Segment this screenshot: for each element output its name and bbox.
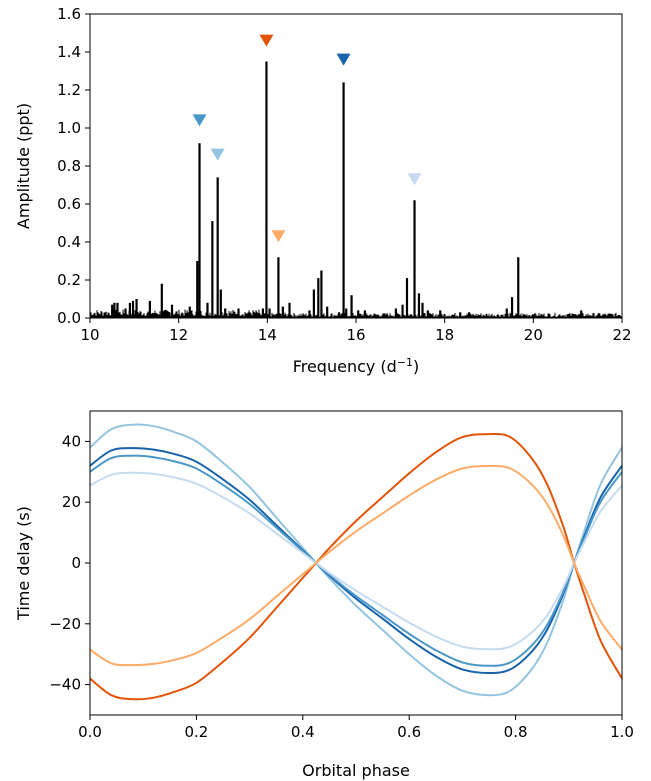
time-delay-y-tick-label: 40 bbox=[62, 432, 81, 450]
spectrum-x-axis-label: Frequency (d−1) bbox=[293, 356, 420, 376]
peak-marker-triangle bbox=[336, 53, 351, 66]
time-delay-x-tick-label: 0.6 bbox=[397, 723, 421, 741]
spectrum-x-tick-label: 10 bbox=[80, 326, 99, 344]
time-delay-y-tick-label: 0 bbox=[71, 554, 81, 572]
spectrum-y-tick-label: 1.6 bbox=[57, 5, 81, 23]
peak-marker-triangle bbox=[210, 148, 225, 161]
spectrum-y-ticks: 0.0 0.2 0.4 0.6 0.8 1.0 1.2 1.4 1.6 bbox=[57, 5, 90, 327]
peak-marker-triangle bbox=[407, 173, 422, 186]
spectrum-y-tick-label: 0.0 bbox=[57, 309, 81, 327]
spectrum-y-tick-label: 0.6 bbox=[57, 195, 81, 213]
spectrum-marks bbox=[89, 61, 623, 318]
time-delay-lines bbox=[89, 423, 623, 701]
spectrum-x-tick-label: 14 bbox=[258, 326, 277, 344]
spectrum-y-tick-label: 0.4 bbox=[57, 233, 81, 251]
spectrum-y-tick-label: 1.2 bbox=[57, 81, 81, 99]
spectrum-y-tick-label: 0.8 bbox=[57, 157, 81, 175]
spectrum-x-tick-label: 22 bbox=[612, 326, 631, 344]
spectrum-y-tick-label: 1.4 bbox=[57, 43, 81, 61]
time-delay-y-axis-label: Time delay (s) bbox=[14, 506, 33, 621]
time-delay-x-ticks: 0.0 0.2 0.4 0.6 0.8 1.0 bbox=[78, 715, 634, 741]
peak-markers bbox=[192, 34, 422, 243]
time-delay-x-tick-label: 1.0 bbox=[610, 723, 634, 741]
time-delay-x-tick-label: 0.8 bbox=[504, 723, 528, 741]
time-delay-x-axis-label: Orbital phase bbox=[302, 761, 410, 780]
time-delay-x-tick-label: 0.4 bbox=[291, 723, 315, 741]
peak-marker-triangle bbox=[259, 34, 274, 47]
spectrum-y-tick-label: 1.0 bbox=[57, 119, 81, 137]
time-delay-y-tick-label: −20 bbox=[49, 615, 81, 633]
spectrum-y-tick-label: 0.2 bbox=[57, 271, 81, 289]
time-delay-series-line bbox=[89, 464, 623, 667]
spectrum-x-tick-label: 20 bbox=[524, 326, 543, 344]
peak-marker-triangle bbox=[271, 230, 286, 243]
spectrum-y-axis-label: Amplitude (ppt) bbox=[14, 103, 33, 229]
spectrum-x-ticks: 10 12 14 16 18 20 22 bbox=[80, 318, 632, 344]
time-delay-x-tick-label: 0.0 bbox=[78, 723, 102, 741]
spectrum-x-tick-label: 12 bbox=[169, 326, 188, 344]
time-delay-y-tick-label: −40 bbox=[49, 676, 81, 694]
spectrum-axes-frame bbox=[89, 13, 623, 319]
amplitude-spectrum-panel: 10 12 14 16 18 20 22 0.0 0.2 0.4 0.6 0.8 1.0 1.2 1.4 1… bbox=[14, 5, 632, 376]
time-delay-series-line bbox=[89, 454, 623, 667]
time-delay-y-ticks: −40 −20 0 20 40 bbox=[49, 432, 90, 694]
time-delay-series-line bbox=[89, 447, 623, 675]
time-delay-panel: 0.0 0.2 0.4 0.6 0.8 1.0 −40 −20 0 20 40 Orbital p… bbox=[14, 410, 634, 780]
time-delay-series-line bbox=[89, 471, 623, 651]
time-delay-axes-frame bbox=[89, 410, 623, 716]
time-delay-x-tick-label: 0.2 bbox=[184, 723, 208, 741]
time-delay-series-line bbox=[89, 423, 623, 697]
peak-marker-triangle bbox=[192, 114, 207, 127]
spectrum-noise-floor bbox=[89, 309, 623, 318]
spectrum-x-tick-label: 18 bbox=[435, 326, 454, 344]
time-delay-series-line bbox=[89, 432, 623, 701]
time-delay-y-tick-label: 20 bbox=[62, 493, 81, 511]
spectrum-x-tick-label: 16 bbox=[346, 326, 365, 344]
